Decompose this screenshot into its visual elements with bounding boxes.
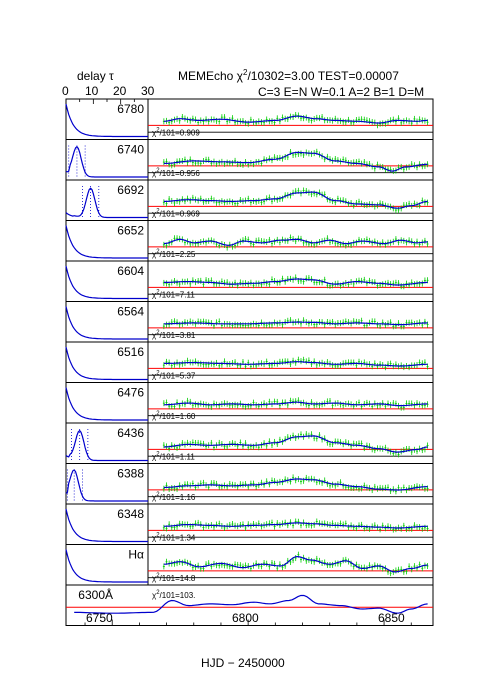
- model-curve: [163, 361, 428, 367]
- panel-wavelength-label: 6476: [117, 386, 144, 400]
- panel-stack: 6780 χ2/101=0.909 6740 χ2/101=0.956 6692 χ2/1…: [65, 98, 434, 626]
- x-axis-label: HJD − 2450000: [201, 656, 285, 670]
- panel-frame: [65, 544, 434, 586]
- delay-kernel: [65, 508, 148, 543]
- model-curve: [163, 115, 428, 124]
- delay-kernel: [65, 306, 148, 340]
- panel-wavelength-label: 6604: [117, 264, 144, 278]
- panel-chi2-label: χ2/101=1.16: [152, 492, 196, 502]
- panel-chi2-label: χ2/101=0.969: [152, 209, 200, 219]
- delay-kernel: [65, 187, 148, 219]
- panel-wavelength-label: Hα: [128, 548, 144, 562]
- panel-wavelength-label: 6564: [117, 305, 144, 319]
- delay-kernel: [65, 387, 148, 421]
- delay-kernel: [65, 225, 148, 259]
- panel-chi2-label: χ2/101=5.37: [152, 371, 196, 381]
- model-curve: [163, 478, 428, 491]
- x-tick-6850: 6850: [378, 611, 405, 625]
- delay-axis-label: delay τ: [77, 69, 114, 83]
- model-curve: [163, 191, 428, 209]
- delay-kernel: [65, 549, 148, 583]
- delay-kernel: [65, 265, 148, 300]
- title-superscript: 2: [243, 68, 248, 77]
- panel-chi2-label: χ2/101=14.8: [152, 573, 196, 583]
- model-curve: [163, 151, 428, 172]
- panel-frame: [65, 584, 434, 626]
- panel-chi2-label: χ2/101=3.81: [152, 330, 196, 340]
- delay-kernel: [65, 469, 148, 502]
- model-curve: [163, 278, 428, 286]
- panel-chi2-label: χ2/101=0.909: [152, 128, 200, 138]
- panel-wavelength-label: 6300Å: [78, 587, 113, 602]
- panel-chi2-label: χ2/101=1.60: [152, 411, 196, 421]
- delay-kernel: [65, 145, 148, 178]
- delay-tick-10: 10: [85, 84, 99, 98]
- title-suffix: /10302=3.00 TEST=0.00007: [247, 69, 399, 83]
- model-curve: [163, 401, 428, 407]
- model-curve: [163, 555, 428, 573]
- x-tick-6800: 6800: [232, 611, 259, 625]
- panel-chi2-label: χ2/101=0.956: [152, 168, 200, 178]
- panel-chi2-label: χ2/101=2.25: [152, 249, 196, 259]
- delay-tick-20: 20: [113, 84, 127, 98]
- delay-tick-0: 0: [62, 84, 69, 98]
- panel-chi2-label: χ2/101=1.11: [152, 452, 195, 462]
- model-curve: [74, 594, 428, 614]
- panel-wavelength-label: 6348: [117, 507, 144, 521]
- panel-wavelength-label: 6516: [117, 345, 144, 359]
- delay-kernel: [65, 103, 148, 138]
- panel-wavelength-label: 6780: [117, 102, 144, 116]
- panel-wavelength-label: 6388: [117, 467, 144, 481]
- figure-title: MEMEcho χ2/10302=3.00 TEST=0.00007: [178, 68, 399, 83]
- title-prefix: MEMEcho χ: [178, 69, 244, 83]
- model-curve: [163, 238, 428, 246]
- model-curve: [163, 522, 428, 529]
- delay-kernel: [65, 429, 148, 462]
- x-tick-6750: 6750: [86, 611, 113, 625]
- model-parameters: C=3 E=N W=0.1 A=2 B=1 D=M: [258, 85, 424, 99]
- delay-tick-30: 30: [141, 84, 155, 98]
- panel-wavelength-label: 6652: [117, 224, 144, 238]
- panel-wavelength-label: 6740: [117, 143, 144, 157]
- model-curve: [163, 435, 428, 453]
- delay-kernel: [65, 346, 148, 381]
- panel-chi2-label: χ2/101=7.11: [152, 290, 195, 300]
- panel-wavelength-label: 6436: [117, 426, 144, 440]
- model-curve: [163, 321, 428, 326]
- panel-chi2-label: χ2/101=103.: [152, 590, 195, 600]
- panel-chi2-label: χ2/101=1.34: [152, 533, 196, 543]
- panel-wavelength-label: 6692: [117, 183, 144, 197]
